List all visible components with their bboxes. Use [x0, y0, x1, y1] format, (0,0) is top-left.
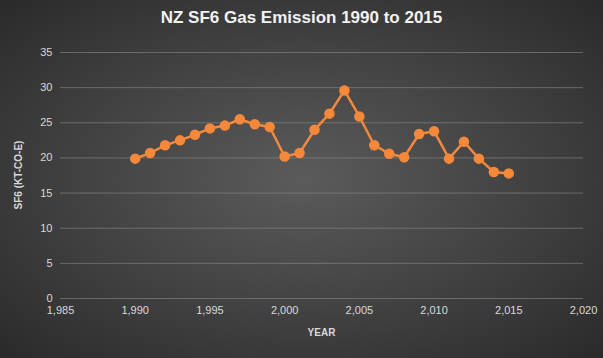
svg-text:2,010: 2,010: [420, 304, 448, 316]
svg-text:1,985: 1,985: [47, 304, 75, 316]
html-text:NZ SF6 Gas Emission 1990 to 20: NZ SF6 Gas Emission 1990 to 2015: [160, 8, 443, 27]
svg-text:2,005: 2,005: [346, 304, 374, 316]
svg-text:30: 30: [40, 81, 52, 93]
html-text:SF6 (KT-CO-E): SF6 (KT-CO-E): [12, 140, 24, 210]
svg-text:25: 25: [40, 116, 52, 128]
html-text:YEAR: YEAR: [307, 327, 336, 338]
svg-text:1,990: 1,990: [121, 304, 149, 316]
svg-text:0: 0: [46, 292, 52, 304]
svg-text:1,995: 1,995: [196, 304, 224, 316]
svg-text:2,015: 2,015: [495, 304, 523, 316]
svg-text:20: 20: [40, 151, 52, 163]
svg-text:2,020: 2,020: [570, 304, 598, 316]
svg-text:35: 35: [40, 46, 52, 58]
svg-text:15: 15: [40, 187, 52, 199]
svg-text:5: 5: [46, 257, 52, 269]
svg-text:10: 10: [40, 222, 52, 234]
svg-text:2,000: 2,000: [271, 304, 299, 316]
